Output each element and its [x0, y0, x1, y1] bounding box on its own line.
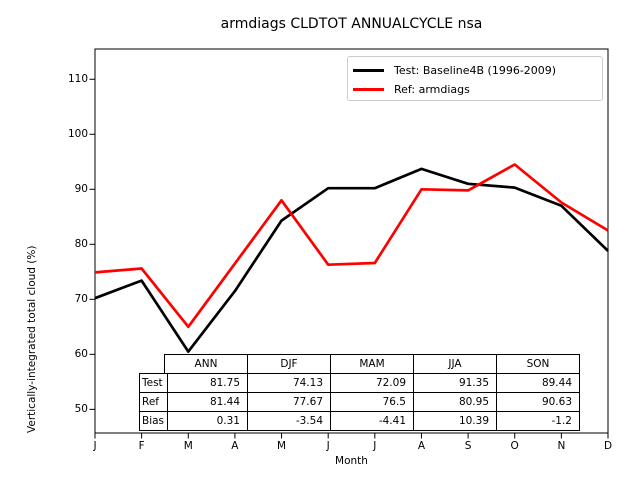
table-row-label: Ref: [139, 392, 168, 412]
y-tick-label: 80: [74, 238, 88, 250]
y-tick-label: 100: [67, 128, 88, 140]
table-cell: -3.54: [247, 411, 331, 431]
table-row-label: Test: [139, 373, 168, 393]
table-cell: 80.95: [413, 392, 497, 412]
table-row: 81.44 77.67 76.5 80.95 90.63: [164, 392, 580, 412]
table-cell: 77.67: [247, 392, 331, 412]
table-row: 81.75 74.13 72.09 91.35 89.44: [164, 373, 580, 393]
table-row-label: Bias: [139, 411, 168, 431]
ref-line: [94, 163, 609, 329]
legend-label: Ref: armdiags: [394, 83, 470, 96]
legend-entry-ref: Ref: armdiags: [353, 80, 602, 99]
table-cell: -1.2: [496, 411, 580, 431]
table-header-cell: DJF: [247, 354, 331, 374]
legend-entry-test: Test: Baseline4B (1996-2009): [353, 61, 602, 80]
table-header-cell: MAM: [330, 354, 414, 374]
table-row: 0.31 -3.54 -4.41 10.39 -1.2: [164, 411, 580, 431]
x-tick-label: A: [417, 440, 426, 452]
table-header-row: ANN DJF MAM JJA SON: [164, 354, 580, 374]
legend: Test: Baseline4B (1996-2009) Ref: armdia…: [347, 56, 603, 101]
table-cell: 89.44: [496, 373, 580, 393]
y-tick-label: 60: [74, 348, 88, 360]
y-tick-label: 90: [74, 183, 88, 195]
table-cell: 76.5: [330, 392, 414, 412]
table-cell: 81.75: [164, 373, 248, 393]
table-header-cell: JJA: [413, 354, 497, 374]
x-axis-label: Month: [335, 455, 368, 467]
x-tick-label: J: [93, 440, 97, 452]
y-axis-label: Vertically-integrated total cloud (%): [26, 245, 38, 433]
x-tick-label: J: [373, 440, 377, 452]
axes-frame: [94, 48, 609, 434]
table-cell: 90.63: [496, 392, 580, 412]
table-cell: 72.09: [330, 373, 414, 393]
legend-label: Test: Baseline4B (1996-2009): [394, 64, 557, 77]
y-tick-label: 50: [74, 403, 88, 415]
table-cell: 91.35: [413, 373, 497, 393]
x-tick-label: D: [603, 440, 613, 452]
x-tick-label: M: [183, 440, 193, 452]
x-tick-label: A: [231, 440, 239, 452]
x-tick-label: N: [557, 440, 566, 452]
y-tick-label: 70: [74, 293, 88, 305]
x-tick-label: J: [326, 440, 330, 452]
table-header-cell: ANN: [164, 354, 248, 374]
x-tick-label: O: [510, 440, 519, 452]
y-tick-label: 110: [67, 73, 88, 85]
x-tick-label: M: [276, 440, 287, 452]
test-line-swatch: [353, 69, 384, 72]
test-line: [94, 167, 609, 353]
table-cell: 74.13: [247, 373, 331, 393]
stats-table: ANN DJF MAM JJA SON 81.75 74.13 72.09 91…: [164, 354, 580, 431]
x-tick-label: S: [464, 440, 472, 452]
chart-title: armdiags CLDTOT ANNUALCYCLE nsa: [220, 16, 483, 32]
table-cell: -4.41: [330, 411, 414, 431]
table-cell: 0.31: [164, 411, 248, 431]
x-tick-label: F: [138, 440, 145, 452]
table-cell: 81.44: [164, 392, 248, 412]
ref-line-swatch: [353, 88, 384, 91]
table-cell: 10.39: [413, 411, 497, 431]
table-header-cell: SON: [496, 354, 580, 374]
